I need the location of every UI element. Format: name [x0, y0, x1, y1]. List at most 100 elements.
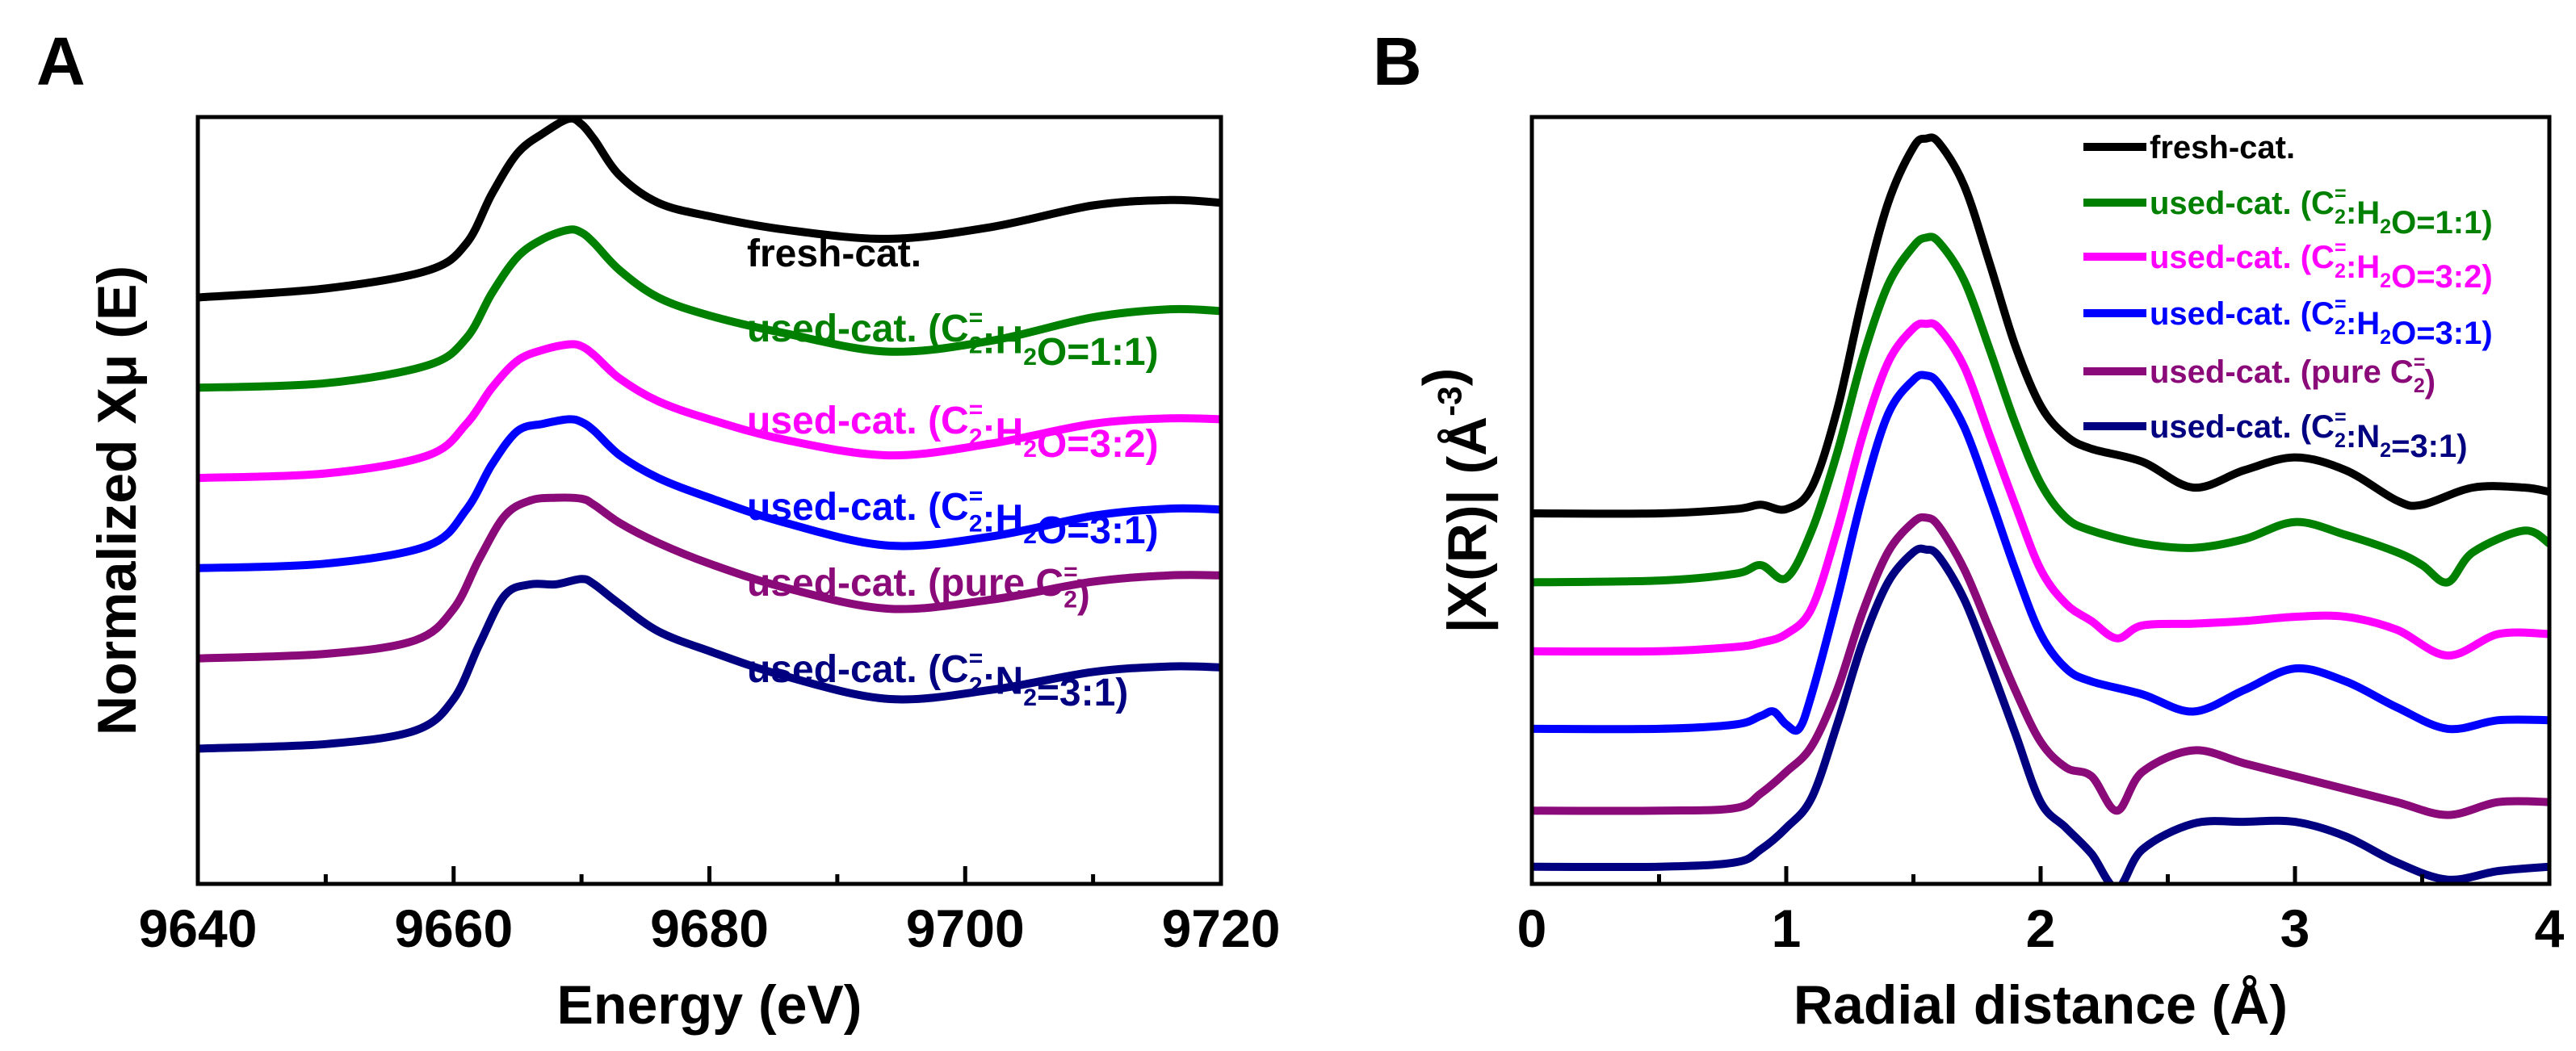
- legend-label-part: O=3:1): [1037, 509, 1159, 552]
- x-tick-label: 0: [1517, 898, 1547, 958]
- legend-label-part: ): [2425, 364, 2435, 400]
- series-line: [1532, 544, 2549, 884]
- legend-label: used-cat. (C= 2:H2O=1:1): [2150, 182, 2493, 241]
- legend-label-sup: =: [969, 304, 984, 331]
- series-line: [1532, 513, 2549, 819]
- x-tick-label: 9700: [906, 898, 1025, 958]
- legend-label: used-cat. (pure C= 2): [2150, 351, 2435, 400]
- legend-label-part: used-cat. (C: [2150, 186, 2335, 221]
- legend-label-sub: 2: [2380, 216, 2391, 238]
- legend-label-sub: 2: [969, 672, 983, 699]
- legend-label-sub: 2: [2335, 429, 2346, 452]
- y-axis-label-sup: -3: [1430, 386, 1468, 416]
- legend-label-part: :H: [983, 411, 1024, 454]
- plot-area: [198, 117, 1221, 753]
- legend-label-part: :H: [2346, 249, 2380, 285]
- legend-label-sub: 2: [2414, 375, 2425, 397]
- y-axis-label-group: Normalized Xμ (E): [86, 266, 148, 735]
- legend-label-sup: =: [1064, 559, 1078, 585]
- legend-label-part: :H: [2346, 195, 2380, 231]
- x-tick-label: 9660: [394, 898, 513, 958]
- legend-label-sup: =: [2335, 406, 2347, 429]
- legend-label-sup: =: [969, 645, 984, 672]
- legend-label-part: used-cat. (C: [747, 486, 969, 529]
- legend-label-sub: 2: [2380, 270, 2391, 292]
- legend-label-part: fresh-cat.: [2150, 130, 2295, 165]
- legend-label: used-cat. (C= 2:H2O=3:1): [747, 483, 1159, 552]
- legend-label-sub: 2: [1023, 436, 1037, 463]
- x-axis-label: Radial distance (Å): [1794, 974, 2288, 1036]
- legend-label-part: :H: [983, 497, 1024, 540]
- series-line: [1532, 319, 2549, 660]
- legend-label-sup: =: [2414, 351, 2426, 374]
- legend-label: fresh-cat.: [2150, 130, 2295, 165]
- legend-label-sup: =: [2335, 182, 2347, 205]
- legend-label-sup: =: [969, 396, 984, 423]
- panel-label: B: [1373, 23, 1422, 99]
- series-line: [1532, 133, 2549, 518]
- legend-label-sub: 2: [2335, 206, 2346, 228]
- legend-label-part: :N: [2346, 419, 2380, 454]
- legend-label-part: used-cat. (C: [2150, 296, 2335, 332]
- legend-label-part: used-cat. (pure C: [2150, 354, 2414, 390]
- y-axis-label-part: |X(R)| (Å: [1437, 417, 1499, 633]
- legend-label-sub: 2: [2380, 439, 2391, 462]
- legend-label-sub: 2: [969, 424, 983, 450]
- x-tick-label: 9640: [139, 898, 258, 958]
- legend-label-part: :H: [2346, 306, 2380, 341]
- legend-label-part: O=3:1): [2391, 316, 2493, 351]
- legend-label-part: O=3:2): [1037, 423, 1159, 466]
- legend-label: used-cat. (C= 2:H2O=3:2): [2150, 237, 2493, 295]
- y-axis-label: Normalized Xμ (E): [86, 266, 148, 735]
- legend-label-sup: =: [2335, 237, 2347, 259]
- legend-label-part: used-cat. (C: [747, 648, 969, 691]
- plot-area: [1532, 133, 2549, 884]
- legend-label-part: used-cat. (C: [2150, 240, 2335, 275]
- legend-label-part: :H: [983, 319, 1024, 362]
- series-line: [1532, 232, 2549, 587]
- x-tick-label: 9680: [650, 898, 769, 958]
- y-axis-label-part: ): [1412, 368, 1473, 387]
- legend-label: used-cat. (C= 2:H2O=3:1): [2150, 293, 2493, 351]
- chart-panel-b: B 0 1 2 3 4 Radial distance (Å) |X(R)| (Å-3) fre…: [1373, 23, 2565, 1036]
- legend-label: fresh-cat.: [747, 232, 921, 275]
- series-line: [198, 117, 1221, 302]
- legend-label: used-cat. (C= 2:H2O=3:2): [747, 396, 1159, 466]
- x-tick-label: 4: [2535, 898, 2565, 958]
- series-line: [198, 575, 1221, 753]
- legend-label-sub: 2: [1023, 522, 1037, 549]
- legend-label-part: O=1:1): [2391, 205, 2493, 241]
- legend-label-part: =3:1): [2391, 429, 2468, 464]
- legend-label: used-cat. (C= 2:H2O=1:1): [747, 304, 1159, 374]
- legend-label: used-cat. (C= 2:N2=3:1): [2150, 406, 2468, 464]
- legend-label-part: =3:1): [1037, 672, 1128, 714]
- y-axis-label: |X(R)| (Å-3): [1412, 368, 1499, 633]
- x-tick-label: 9720: [1162, 898, 1281, 958]
- chart-panel-a: A 9640 9660 9680 9700 9720 Energy (eV) Normaliz…: [36, 23, 1280, 1036]
- legend-label-sup: =: [2335, 293, 2347, 316]
- y-axis-label-group: |X(R)| (Å-3): [1412, 368, 1499, 633]
- legend-label-part: fresh-cat.: [747, 232, 921, 275]
- x-tick-label: 2: [2026, 898, 2056, 958]
- series-line: [198, 415, 1221, 572]
- legend-label-sub: 2: [969, 510, 983, 537]
- legend-label-sub: 2: [1023, 344, 1037, 371]
- legend-label-part: :N: [983, 659, 1024, 702]
- legend-label-part: O=1:1): [1037, 331, 1159, 374]
- legend-label-sub: 2: [2380, 326, 2391, 349]
- legend-label-part: used-cat. (C: [747, 400, 969, 442]
- x-tick-label: 3: [2280, 898, 2310, 958]
- legend-label-part: used-cat. (pure C: [747, 562, 1064, 605]
- legend-label-part: ): [1077, 573, 1090, 616]
- legend-label-sub: 2: [969, 332, 983, 358]
- legend-label-part: used-cat. (C: [747, 308, 969, 350]
- legend-label: used-cat. (pure C= 2): [747, 559, 1090, 617]
- legend-label: used-cat. (C= 2:N2=3:1): [747, 645, 1128, 714]
- series-line: [198, 225, 1221, 392]
- x-axis-label: Energy (eV): [557, 974, 862, 1036]
- legend-label-sup: =: [969, 483, 984, 509]
- panel-label: A: [36, 23, 86, 99]
- legend-label-sub: 2: [2335, 316, 2346, 339]
- x-tick-label: 1: [1772, 898, 1802, 958]
